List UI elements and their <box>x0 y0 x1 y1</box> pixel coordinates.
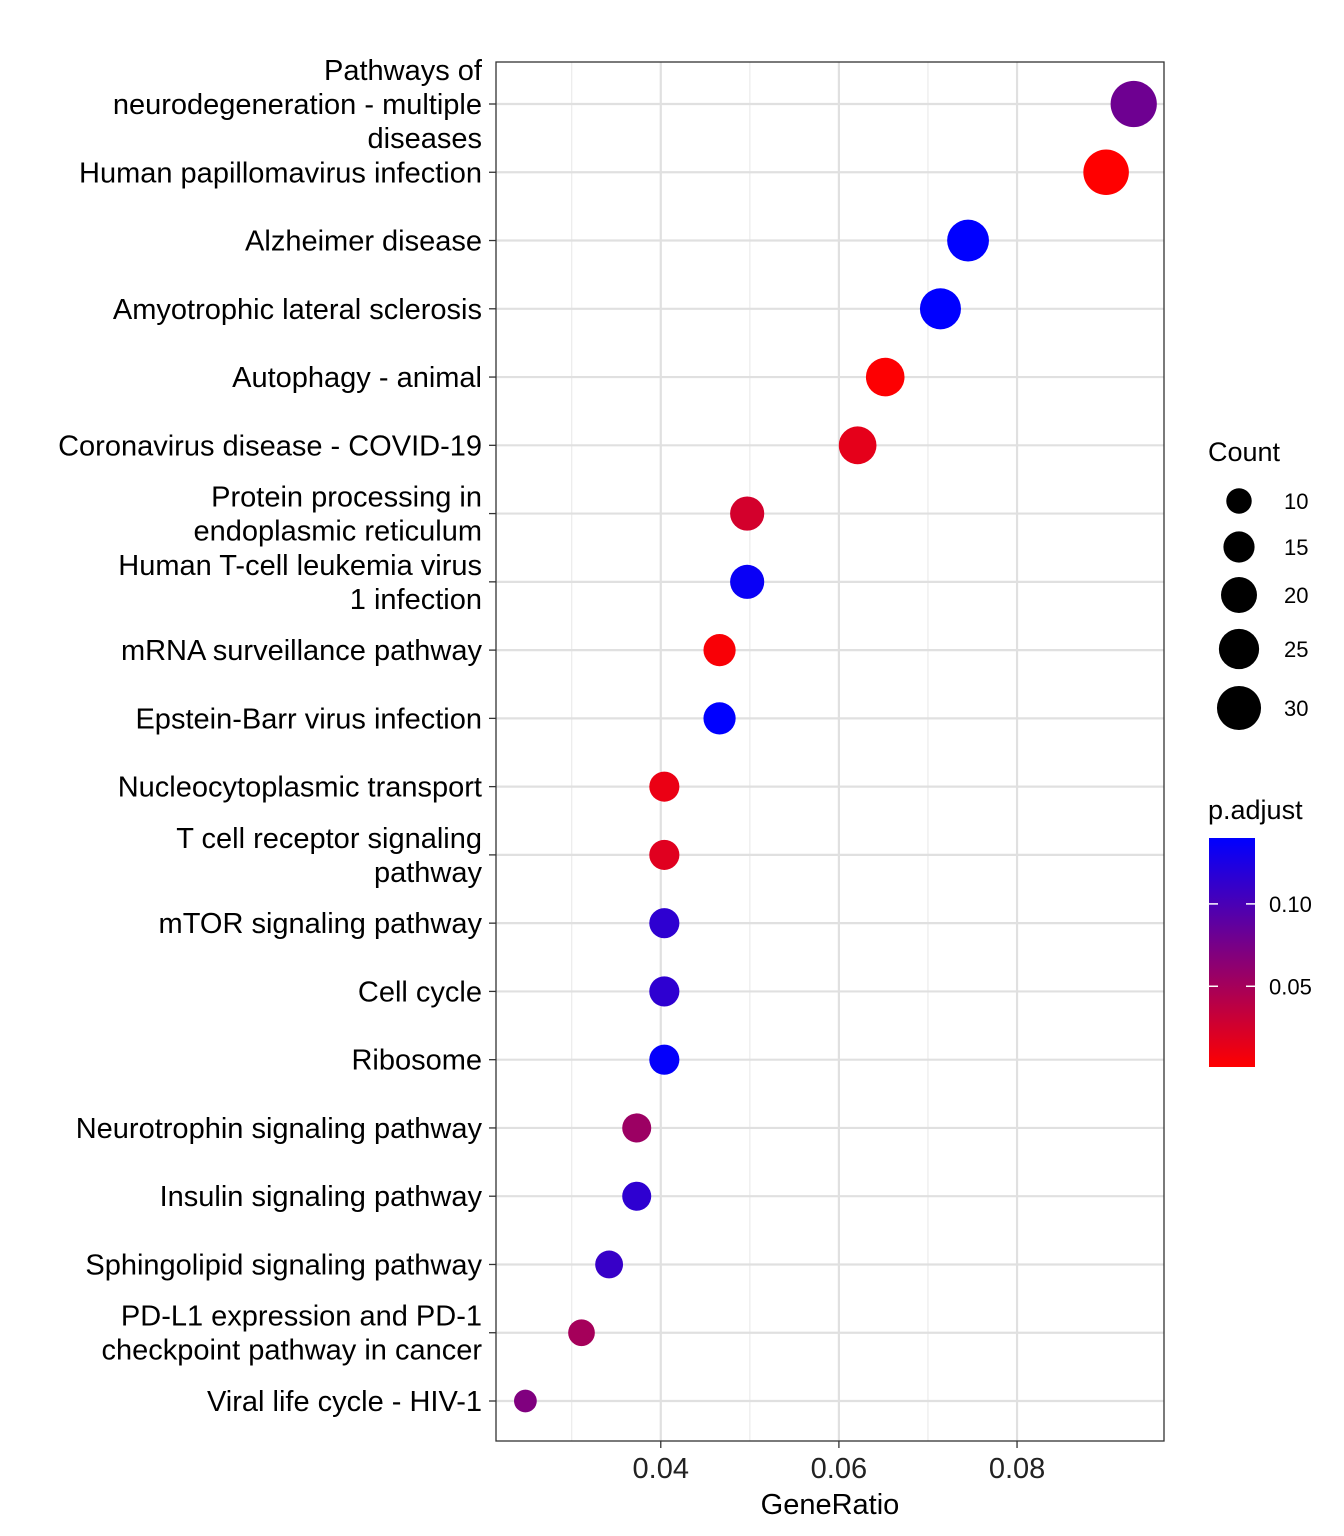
y-tick-label: Epstein-Barr virus infection <box>135 703 482 735</box>
data-point <box>595 1250 624 1279</box>
data-point <box>947 219 989 262</box>
data-point <box>514 1389 537 1413</box>
data-point <box>730 564 765 599</box>
data-point <box>649 839 680 870</box>
y-tick-label: Human T-cell leukemia virus 1 infection <box>118 550 482 616</box>
y-tick-label: T cell receptor signaling pathway <box>176 823 482 889</box>
data-point <box>838 426 877 465</box>
y-tick-label: Amyotrophic lateral sclerosis <box>113 294 482 326</box>
y-tick-label: Pathways of neurodegeneration - multiple d… <box>113 55 483 155</box>
y-tick-label: Protein processing in endoplasmic reticul… <box>193 482 482 548</box>
y-tick-label: Neurotrophin signaling pathway <box>76 1113 483 1145</box>
data-points <box>514 80 1157 1413</box>
data-point <box>649 1044 680 1075</box>
count-legend-label: 15 <box>1284 535 1308 560</box>
x-axis: 0.04 0.06 0.08 <box>633 1441 1045 1485</box>
p-adjust-legend: p.adjust 0.10 0.05 <box>1208 795 1312 1067</box>
data-point <box>703 634 736 667</box>
data-point <box>1110 80 1157 128</box>
data-point <box>703 702 736 735</box>
data-point <box>649 976 680 1007</box>
data-point <box>730 496 765 531</box>
y-tick-label: Viral life cycle - HIV-1 <box>207 1386 482 1418</box>
y-tick-label: Autophagy - animal <box>232 362 482 394</box>
data-point <box>649 908 680 939</box>
count-legend-label: 25 <box>1284 637 1308 662</box>
y-tick-label: Cell cycle <box>358 976 482 1008</box>
x-tick-label: 0.04 <box>633 1453 689 1485</box>
count-legend-label: 10 <box>1284 489 1308 514</box>
y-tick-label: Insulin signaling pathway <box>160 1181 483 1213</box>
y-tick-label: PD-L1 expression and PD-1 checkpoint path… <box>102 1301 483 1367</box>
count-legend-label: 20 <box>1284 583 1308 608</box>
y-tick-label: Coronavirus disease - COVID-19 <box>58 430 482 462</box>
p-adjust-colorbar <box>1209 838 1255 1067</box>
data-point <box>568 1319 595 1347</box>
y-tick-label: Sphingolipid signaling pathway <box>85 1249 482 1281</box>
data-point <box>622 1181 652 1211</box>
p-adjust-legend-label: 0.10 <box>1269 892 1312 917</box>
count-legend-title: Count <box>1208 437 1281 467</box>
data-point <box>649 771 680 802</box>
count-legend-key <box>1218 628 1260 670</box>
y-axis: Pathways of neurodegeneration - multiple d… <box>58 55 496 1418</box>
count-legend-key <box>1226 488 1252 514</box>
y-tick-label: Ribosome <box>351 1045 482 1077</box>
y-tick-label: Alzheimer disease <box>245 226 482 258</box>
count-legend: Count 10 15 20 25 30 <box>1208 437 1308 731</box>
data-point <box>1083 149 1129 196</box>
p-adjust-legend-title: p.adjust <box>1208 795 1303 825</box>
y-tick-label: mTOR signaling pathway <box>159 908 483 940</box>
data-point <box>622 1113 652 1143</box>
x-tick-label: 0.08 <box>989 1453 1045 1485</box>
y-tick-label: Human papillomavirus infection <box>79 157 482 189</box>
count-legend-key <box>1223 531 1255 563</box>
count-legend-label: 30 <box>1284 696 1308 721</box>
y-tick-label: mRNA surveillance pathway <box>121 635 483 667</box>
y-tick-label: Nucleocytoplasmic transport <box>118 772 482 804</box>
data-point <box>865 357 905 397</box>
count-legend-key <box>1221 577 1257 613</box>
p-adjust-legend-label: 0.05 <box>1269 974 1312 999</box>
x-axis-title: GeneRatio <box>761 1489 900 1521</box>
x-tick-label: 0.06 <box>811 1453 867 1485</box>
grid-lines <box>496 62 1164 1441</box>
plot-panel-border <box>495 61 1165 1442</box>
count-legend-key <box>1216 685 1262 731</box>
data-point <box>919 288 961 330</box>
